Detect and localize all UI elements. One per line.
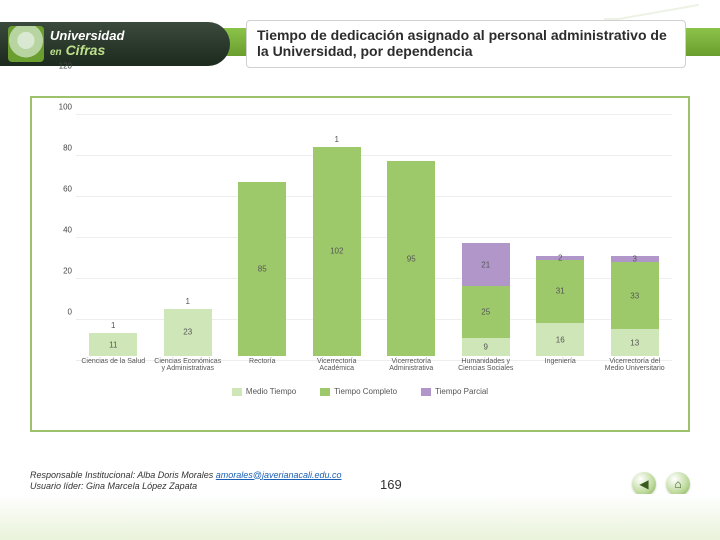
bar-top-value: 1 [313,135,361,144]
bar-top-value: 1 [89,321,137,330]
bar-segment-medio: 13 [611,329,659,356]
chart-plot-area: 11123185102195925211631213333 [76,114,672,356]
bar-segment-value: 9 [462,342,510,351]
bar-segment-value: 2 [536,253,584,262]
y-tick: 120 [59,62,72,71]
chart-bars: 11123185102195925211631213333 [76,114,672,356]
y-tick: 40 [63,226,72,235]
legend-swatch [421,388,431,396]
bar-segment-completo: 31 [536,260,584,324]
bar-stack: 95 [387,161,435,356]
bottom-strip [0,494,720,540]
bar-stack: 1021 [313,147,361,356]
y-tick: 60 [63,185,72,194]
university-crest-icon [8,26,44,62]
bar-segment-medio: 11 [89,333,137,356]
bar-segment-completo: 25 [462,286,510,337]
bar-segment-value: 31 [536,287,584,296]
brand-line2-prefix: en [50,47,62,58]
legend-item-completo: Tiempo Completo [320,387,397,396]
bar-segment-value: 33 [611,291,659,300]
nav-back-button[interactable]: ◀ [632,472,656,496]
footer-leader-label: Usuario líder: [30,481,84,491]
arrow-left-icon: ◀ [639,477,648,491]
bar-segment-medio: 23 [164,309,212,356]
footer-resp-name: Alba Doris Morales [137,470,213,480]
bar-stack: 9 25 21 [462,243,510,356]
bar-segment-value: 102 [313,247,361,256]
y-tick: 100 [59,103,72,112]
bar-segment-value: 85 [238,264,286,273]
bar-slot: 95 [374,114,449,356]
bar-slot: 16 31 2 [523,114,598,356]
bar-segment-parcial: 3 [611,256,659,262]
page-number: 169 [380,477,402,492]
footer-resp-email[interactable]: amorales@javerianacali.edu.co [216,470,342,480]
bar-segment-parcial: 21 [462,243,510,286]
legend-item-medio: Medio Tiempo [232,387,296,396]
bar-segment-value: 13 [611,338,659,347]
bar-slot: 111 [76,114,151,356]
nav-home-button[interactable]: ⌂ [666,472,690,496]
chart-y-axis: 020406080100120 [42,114,76,356]
bar-segment-medio: 16 [536,323,584,356]
bar-stack: 231 [164,309,212,356]
legend-swatch [320,388,330,396]
home-icon: ⌂ [674,477,681,491]
bar-segment-value: 95 [387,254,435,263]
bar-stack: 13333 [611,256,659,356]
bar-stack: 85 [238,182,286,356]
bar-stack: 111 [89,333,137,356]
bar-segment-completo: 33 [611,262,659,330]
bar-segment-completo: 95 [387,161,435,356]
y-tick: 0 [68,308,72,317]
legend-label: Tiempo Completo [334,387,397,396]
legend-item-parcial: Tiempo Parcial [421,387,488,396]
footer-leader-name: Gina Marcela López Zapata [86,481,197,491]
bar-segment-value: 3 [611,254,659,263]
legend-label: Tiempo Parcial [435,387,488,396]
chart-panel: 020406080100120 111231851021959252116312… [30,96,690,432]
bar-segment-value: 23 [164,328,212,337]
bar-segment-value: 25 [462,307,510,316]
bar-slot: 102 1 [300,114,375,356]
bar-segment-completo: 102 [313,147,361,356]
bar-slot: 23 1 [151,114,226,356]
page-title: Tiempo de dedicación asignado al persona… [246,20,686,68]
bar-segment-medio: 9 [462,338,510,356]
nav-icons: ◀ ⌂ [632,472,690,496]
bar-stack: 16 31 2 [536,256,584,356]
bar-segment-value: 16 [536,335,584,344]
header: Universidad en Cifras Tiempo de dedicaci… [0,0,720,78]
y-tick: 20 [63,267,72,276]
brand-ribbon: Universidad en Cifras [0,22,230,66]
brand-text: Universidad en Cifras [50,29,124,58]
brand-line2-main: Cifras [66,42,106,58]
legend-label: Medio Tiempo [246,387,296,396]
y-tick: 80 [63,144,72,153]
footer-credits: Responsable Institucional: Alba Doris Mo… [30,470,342,493]
chart-legend: Medio Tiempo Tiempo Completo Tiempo Parcia… [42,387,678,396]
bar-slot: 13333 [598,114,673,356]
footer-resp-label: Responsable Institucional: [30,470,135,480]
bar-segment-parcial: 2 [536,256,584,260]
bar-slot: 85 [225,114,300,356]
bar-segment-value: 11 [89,340,137,349]
bar-top-value: 1 [164,297,212,306]
legend-swatch [232,388,242,396]
bar-segment-value: 21 [462,260,510,269]
chart: 020406080100120 111231851021959252116312… [42,108,678,400]
bar-segment-completo: 85 [238,182,286,356]
bar-slot: 9 25 21 [449,114,524,356]
